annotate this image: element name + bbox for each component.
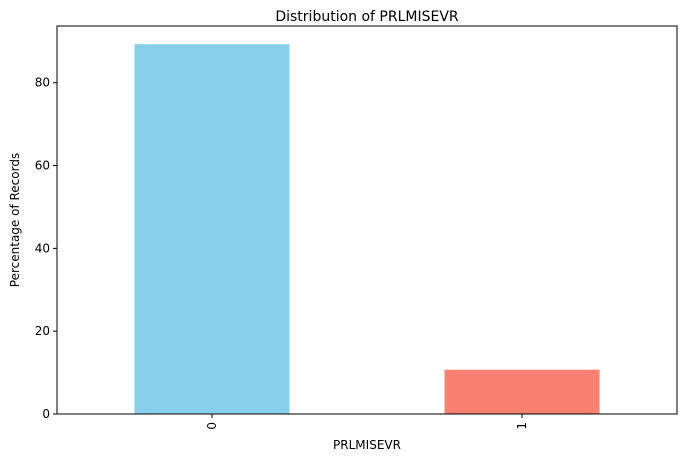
x-tick-label: 1 xyxy=(515,422,529,430)
x-tick-label: 0 xyxy=(205,422,219,430)
x-axis-label: PRLMISEVR xyxy=(333,438,401,452)
chart-title: Distribution of PRLMISEVR xyxy=(275,9,459,25)
y-tick-label: 0 xyxy=(42,407,50,421)
y-tick-label: 80 xyxy=(35,76,50,90)
y-tick-label: 20 xyxy=(35,324,50,338)
y-axis: 0 20 40 60 80 xyxy=(35,76,57,421)
y-tick-label: 60 xyxy=(35,159,50,173)
plot-area xyxy=(134,44,600,414)
y-axis-label: Percentage of Records xyxy=(8,153,22,287)
bar-0 xyxy=(134,44,290,414)
bar-1 xyxy=(444,369,600,414)
plot-frame xyxy=(56,25,678,415)
y-tick-label: 40 xyxy=(35,241,50,255)
